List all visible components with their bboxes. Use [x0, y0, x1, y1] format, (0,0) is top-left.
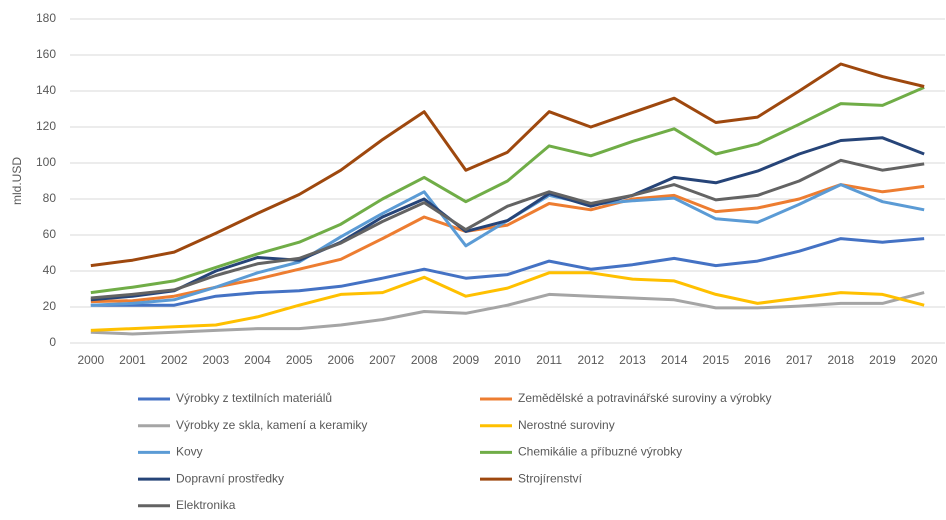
x-tick-label: 2007 [369, 353, 396, 367]
x-tick-label: 2020 [911, 353, 938, 367]
x-tick-label: 2016 [744, 353, 771, 367]
legend-label: Elektronika [176, 498, 236, 512]
series-line [90, 62, 925, 268]
y-tick-label: 0 [49, 335, 56, 349]
series-line [90, 291, 925, 336]
x-tick-label: 2002 [161, 353, 188, 367]
legend-label: Nerostné suroviny [518, 418, 615, 432]
x-tick-label: 2011 [536, 353, 562, 367]
series-line [90, 86, 925, 295]
x-tick-label: 2010 [494, 353, 521, 367]
x-tick-label: 2017 [786, 353, 813, 367]
y-tick-label: 100 [36, 155, 56, 169]
y-tick-label: 60 [43, 227, 57, 241]
x-tick-label: 2019 [869, 353, 896, 367]
x-tick-label: 2000 [77, 353, 104, 367]
y-tick-label: 80 [43, 191, 57, 205]
y-axis-label: mld.USD [10, 157, 24, 205]
legend-label: Kovy [176, 445, 203, 459]
x-tick-label: 2015 [702, 353, 729, 367]
x-tick-label: 2018 [827, 353, 854, 367]
y-tick-label: 180 [36, 11, 56, 25]
x-tick-label: 2003 [202, 353, 229, 367]
x-tick-label: 2014 [661, 353, 688, 367]
legend-label: Strojírenství [518, 471, 583, 485]
x-tick-label: 2012 [577, 353, 604, 367]
legend-label: Chemikálie a příbuzné výrobky [518, 445, 682, 459]
series-line [90, 237, 925, 307]
y-tick-label: 120 [36, 119, 56, 133]
y-tick-label: 40 [43, 263, 57, 277]
y-tick-label: 20 [43, 299, 57, 313]
x-tick-label: 2009 [452, 353, 479, 367]
series-line [90, 136, 925, 302]
x-tick-label: 2008 [411, 353, 438, 367]
y-tick-label: 140 [36, 83, 56, 97]
series-line [90, 183, 925, 304]
x-tick-label: 2004 [244, 353, 271, 367]
x-tick-label: 2013 [619, 353, 646, 367]
legend-label: Dopravní prostředky [176, 471, 284, 485]
legend-label: Zemědělské a potravinářské suroviny a vý… [518, 391, 771, 405]
legend-label: Výrobky z textilních materiálů [176, 391, 332, 405]
y-tick-label: 160 [36, 47, 56, 61]
legend-label: Výrobky ze skla, kamení a keramiky [176, 418, 367, 432]
series-line [90, 271, 925, 332]
x-tick-label: 2001 [119, 353, 146, 367]
x-tick-label: 2006 [327, 353, 354, 367]
x-tick-label: 2005 [286, 353, 313, 367]
series-line [90, 158, 925, 300]
